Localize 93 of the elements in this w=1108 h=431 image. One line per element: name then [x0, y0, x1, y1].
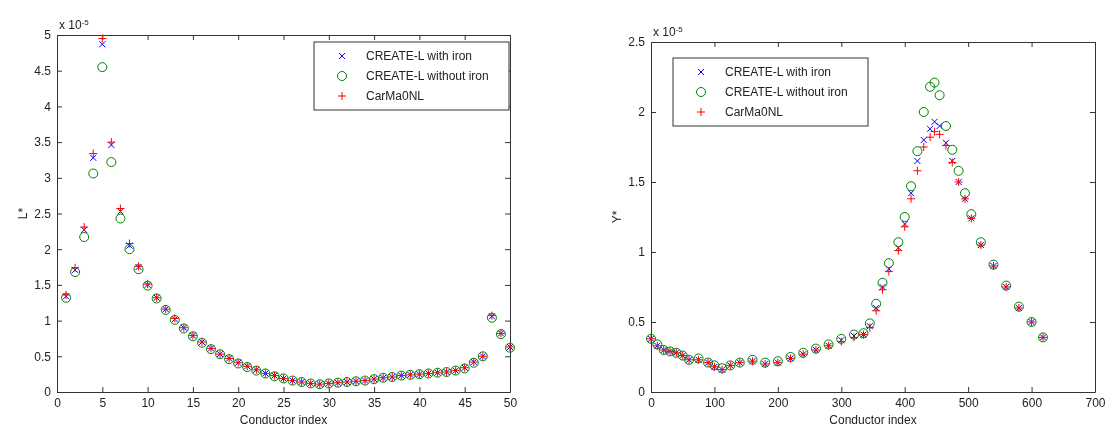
point	[925, 81, 936, 92]
y-tick-label: 4	[44, 99, 52, 114]
y-tick-label: 2	[638, 105, 646, 120]
point	[893, 237, 904, 248]
point	[918, 107, 929, 117]
point	[919, 142, 929, 152]
y-tick-label: 0	[44, 385, 52, 400]
point	[115, 213, 126, 224]
point	[70, 267, 81, 278]
x-tick-label: 15	[186, 395, 201, 410]
y-tick-label: 1.5	[34, 278, 52, 293]
point	[98, 40, 106, 48]
legend-label: CarMa0NL	[725, 105, 784, 119]
point	[912, 166, 922, 176]
point	[906, 194, 916, 204]
y-axis-title: L*	[16, 207, 30, 220]
point	[107, 141, 115, 149]
point	[133, 264, 144, 275]
y-tick-label: 0	[638, 385, 646, 400]
x-tick-label: 35	[367, 395, 382, 410]
y-tick-label: 3	[44, 171, 52, 186]
x-tick-label: 400	[895, 395, 916, 410]
point	[871, 298, 882, 309]
x-tick-label: 0	[54, 395, 62, 410]
y-tick-label: 2	[44, 242, 52, 257]
point	[920, 136, 928, 144]
point	[912, 146, 923, 157]
point	[864, 318, 875, 329]
y-tick-label: 2.5	[34, 206, 52, 221]
y-tick-label: 5	[44, 28, 52, 43]
y-tick-label: 1	[44, 313, 52, 328]
x-tick-label: 500	[958, 395, 979, 410]
point	[893, 246, 903, 256]
y-tick-label: 3.5	[34, 135, 52, 150]
legend-label: CarMa0NL	[366, 89, 425, 103]
text: x 10$^{-5}$	[59, 17, 90, 32]
text: x 10$^{-5}$	[653, 24, 684, 39]
legend-label: CREATE-L with iron	[366, 49, 473, 63]
y-tick-label: 0.5	[628, 315, 646, 330]
point	[89, 154, 97, 162]
point	[884, 267, 894, 277]
x-tick-label: 20	[232, 395, 246, 410]
x-tick-label: 40	[413, 395, 427, 410]
x-tick-label: 100	[704, 395, 726, 410]
point	[79, 232, 90, 243]
point	[942, 139, 950, 147]
x-tick-label: 300	[831, 395, 853, 410]
x-tick-label: 25	[277, 395, 291, 410]
point	[877, 277, 888, 288]
point	[106, 157, 117, 168]
point	[953, 165, 964, 176]
point	[941, 141, 951, 151]
point	[936, 122, 944, 130]
point	[900, 222, 910, 232]
point	[929, 77, 940, 88]
y-tick-label: 1	[638, 245, 646, 260]
point	[878, 285, 888, 295]
x-tick-label: 600	[1022, 395, 1043, 410]
point	[871, 306, 881, 316]
point	[906, 181, 917, 192]
point	[899, 212, 910, 222]
legend-label: CREATE-L without iron	[725, 85, 848, 99]
x-axis-title: Conductor index	[239, 413, 328, 427]
y-tick-label: 1.5	[628, 175, 646, 190]
point	[947, 144, 958, 155]
y-tick-label: 4.5	[34, 64, 52, 79]
x-axis-title: Conductor index	[829, 413, 917, 427]
point	[883, 258, 894, 269]
point	[925, 132, 935, 142]
x-tick-label: 10	[141, 395, 156, 410]
x-tick-label: 0	[648, 395, 656, 410]
point	[124, 244, 135, 255]
legend-label: CREATE-L without iron	[366, 69, 489, 83]
point	[934, 90, 945, 101]
x-tick-label: 45	[458, 395, 473, 410]
point	[931, 118, 939, 126]
x-tick-label: 50	[503, 395, 518, 410]
point	[959, 188, 970, 199]
y-tick-label: 2.5	[628, 35, 646, 50]
point	[966, 209, 977, 220]
point	[88, 168, 99, 179]
x-tick-label: 700	[1085, 395, 1106, 410]
legend-label: CREATE-L with iron	[725, 65, 832, 79]
x-tick-label: 30	[322, 395, 337, 410]
x-tick-label: 200	[768, 395, 789, 410]
point	[907, 189, 915, 197]
point	[940, 121, 951, 131]
point	[926, 125, 934, 133]
y-tick-label: 0.5	[34, 349, 52, 364]
point	[97, 62, 108, 73]
point	[913, 157, 921, 165]
y-axis-title: Y*	[610, 210, 624, 224]
x-tick-label: 5	[99, 395, 107, 410]
